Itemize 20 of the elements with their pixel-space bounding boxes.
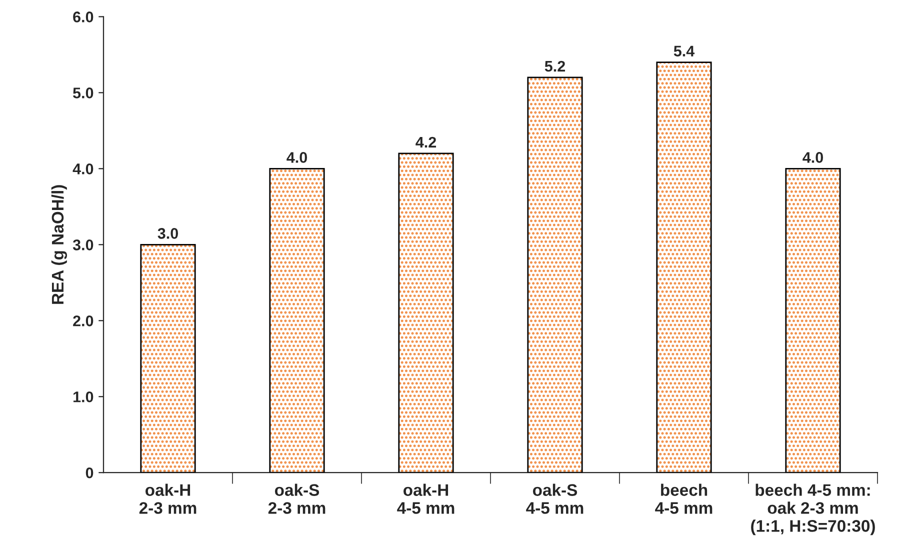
x-tick-label: beech 4-5 mm xyxy=(655,484,712,514)
x-tick-label: oak-H 4-5 mm xyxy=(397,484,454,514)
x-tick-label: beech 4-5 mm: oak 2-3 mm (1:1, H:S=70:30) xyxy=(751,484,875,536)
x-tick-label: oak-S 4-5 mm xyxy=(526,484,584,514)
data-label: 4.2 xyxy=(416,136,436,148)
y-tick-label: 3.0 xyxy=(72,240,94,250)
y-tick-label: 6.0 xyxy=(73,12,94,22)
data-label: 3.0 xyxy=(158,228,178,239)
y-tick-label: 4.0 xyxy=(72,164,94,174)
data-label: 5.4 xyxy=(674,46,695,56)
data-label: 5.2 xyxy=(544,60,566,72)
y-tick-label: 1.0 xyxy=(74,391,94,402)
y-tick-label: 5.0 xyxy=(73,88,94,98)
x-tick-label: oak-S 2-3 mm xyxy=(268,484,326,514)
x-tick-label: oak-H 2-3 mm xyxy=(139,484,196,514)
y-axis-title: REA (g NaOH/l) xyxy=(51,185,67,304)
y-tick-label: 0 xyxy=(86,467,94,478)
y-tick-label: 2.0 xyxy=(73,315,94,326)
data-label: 4.0 xyxy=(286,152,307,163)
data-label: 4.0 xyxy=(802,152,823,163)
